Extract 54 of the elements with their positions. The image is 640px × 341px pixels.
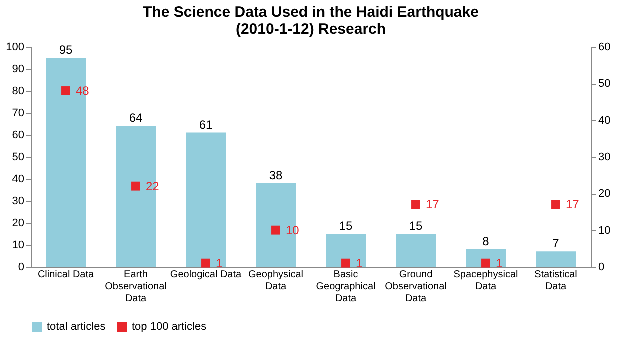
data-label: 38 xyxy=(269,168,283,182)
y2-tick-label: 50 xyxy=(598,78,611,90)
x-tick-label: Basic Geographical Data xyxy=(316,270,376,304)
data-label: 64 xyxy=(129,111,143,126)
chart-title: The Science Data Used in the Haidi Earthquake (2010-1-12) Research xyxy=(143,4,479,38)
bar xyxy=(536,252,576,267)
legend-label: total articles xyxy=(47,321,106,333)
y-tick-label: 70 xyxy=(12,108,24,120)
point xyxy=(342,258,350,268)
x-tick-label: Geophysical Data xyxy=(248,270,304,292)
data-label: 8 xyxy=(482,234,490,248)
data-label: 7 xyxy=(552,236,560,251)
point xyxy=(132,182,140,191)
data-label: 1 xyxy=(356,256,363,270)
y2-tick-label: 20 xyxy=(598,188,611,200)
data-label: 15 xyxy=(339,219,353,233)
x-tick-label: Earth Observational Data xyxy=(105,270,167,304)
y-tick-label: 0 xyxy=(18,262,24,274)
data-label: 95 xyxy=(59,43,73,57)
bar xyxy=(396,234,436,267)
data-label: 1 xyxy=(216,256,223,270)
data-label: 15 xyxy=(409,219,423,233)
legend-label: top 100 articles xyxy=(132,321,208,333)
y2-tick-label: 40 xyxy=(598,114,611,127)
y2-tick-label: 60 xyxy=(598,42,611,54)
y-tick-label: 40 xyxy=(12,174,24,186)
y2-tick-label: 30 xyxy=(598,152,611,164)
x-tick-label: Ground Observational Data xyxy=(385,270,447,304)
x-tick-label: Geological Data xyxy=(170,270,242,280)
y2-tick-label: 10 xyxy=(598,224,611,237)
data-label: 17 xyxy=(566,198,580,212)
point xyxy=(62,86,70,96)
point xyxy=(272,226,280,235)
data-label: 61 xyxy=(199,118,213,132)
y-tick-label: 10 xyxy=(12,240,24,252)
bar xyxy=(186,132,226,267)
x-tick-label: Clinical Data xyxy=(38,270,94,280)
y-tick-label: 60 xyxy=(12,130,24,142)
y-tick-label: 80 xyxy=(12,86,24,98)
bar xyxy=(326,234,366,267)
point xyxy=(412,200,420,210)
y-tick-label: 20 xyxy=(12,218,24,230)
y-tick-label: 90 xyxy=(12,64,24,76)
data-label: 1 xyxy=(496,256,503,270)
y-tick-label: 50 xyxy=(12,152,24,164)
y2-tick-label: 0 xyxy=(598,262,605,274)
x-tick-label: Spacephysical Data xyxy=(454,270,518,292)
y-tick-label: 30 xyxy=(12,196,24,208)
point xyxy=(202,258,210,268)
point xyxy=(552,200,560,210)
y-tick-label: 100 xyxy=(6,42,24,54)
x-tick-label: Statistical Data xyxy=(534,270,578,292)
data-label: 17 xyxy=(426,198,440,212)
point xyxy=(482,258,490,268)
